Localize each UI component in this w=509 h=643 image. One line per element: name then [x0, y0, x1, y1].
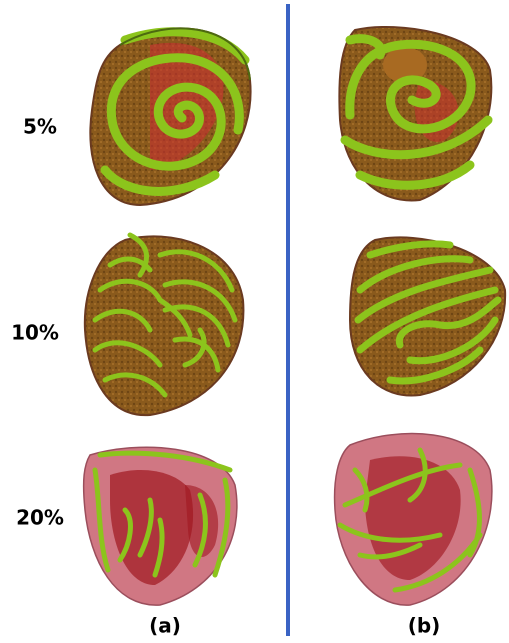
column-label: (b)	[408, 614, 441, 638]
heart-render	[89, 27, 252, 207]
column-label: (a)	[149, 614, 181, 638]
heart-render	[333, 432, 493, 606]
row-label: 20%	[16, 506, 64, 530]
heart-render	[348, 236, 507, 397]
row-label: 5%	[23, 115, 57, 139]
heart-render	[82, 446, 238, 606]
heart-render	[83, 232, 245, 417]
row-label: 10%	[11, 321, 59, 345]
heart-render	[338, 26, 493, 202]
